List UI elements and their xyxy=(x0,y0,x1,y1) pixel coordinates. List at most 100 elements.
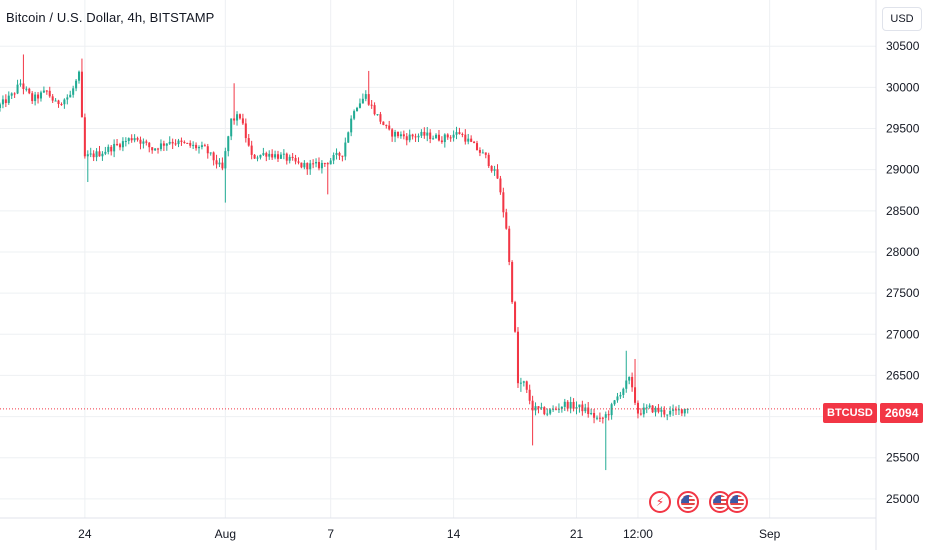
candle-body xyxy=(519,382,522,384)
candle-body xyxy=(121,141,124,148)
candle-body xyxy=(192,144,195,146)
event-lightning-icon[interactable]: ⚡ xyxy=(649,491,671,513)
candle-body xyxy=(171,141,174,144)
candle-body xyxy=(162,143,165,146)
candle-body xyxy=(265,153,268,157)
price-tick-label: 25500 xyxy=(886,451,920,465)
candle-body xyxy=(54,100,57,102)
candle-body xyxy=(639,413,642,415)
candle-body xyxy=(446,134,449,138)
candle-body xyxy=(195,144,198,149)
candle-body xyxy=(490,165,493,171)
candle-body xyxy=(385,124,388,126)
time-tick-label: Sep xyxy=(759,527,781,541)
candle-body xyxy=(402,134,405,137)
candle-body xyxy=(669,410,672,415)
candle-body xyxy=(197,147,201,149)
candle-body xyxy=(130,138,133,141)
candle-body xyxy=(206,146,209,154)
candle-body xyxy=(514,302,517,332)
candle-body xyxy=(575,407,578,409)
candle-body xyxy=(315,161,318,164)
candle-body xyxy=(66,97,69,100)
candle-body xyxy=(636,402,639,414)
candle-body xyxy=(259,154,262,158)
price-tick-label: 28500 xyxy=(886,204,920,218)
currency-button[interactable]: USD xyxy=(882,7,922,31)
candle-body xyxy=(663,409,666,415)
candle-body xyxy=(631,376,634,388)
candle-body xyxy=(405,136,408,141)
candle-body xyxy=(37,94,40,99)
candle-body xyxy=(291,156,294,158)
candle-body xyxy=(215,160,218,165)
candle-body xyxy=(534,406,537,411)
candle-body xyxy=(467,138,470,142)
candle-body xyxy=(645,407,648,409)
candle-body xyxy=(285,153,288,161)
candle-body xyxy=(622,388,625,395)
candle-body xyxy=(13,93,16,95)
candle-body xyxy=(499,178,502,193)
candle-body xyxy=(317,161,321,169)
candle-body xyxy=(326,163,329,165)
price-tick-label: 28000 xyxy=(886,245,920,259)
candle-body xyxy=(69,94,72,98)
candle-body xyxy=(660,409,663,412)
candle-body xyxy=(549,409,552,414)
candle-body xyxy=(75,80,78,89)
candle-body xyxy=(648,405,651,408)
time-tick-label: Aug xyxy=(215,527,236,541)
candle-body xyxy=(168,141,171,144)
symbol-price-label: BTCUSD xyxy=(823,403,877,423)
candle-body xyxy=(294,157,297,162)
candle-body xyxy=(543,407,546,415)
candle-body xyxy=(72,88,75,95)
candle-body xyxy=(426,132,429,136)
candle-body xyxy=(610,404,613,416)
candle-body xyxy=(382,121,385,125)
time-tick-label: 21 xyxy=(570,527,584,541)
candle-body xyxy=(51,96,54,101)
candle-body xyxy=(250,145,253,155)
candle-body xyxy=(552,408,555,410)
event-us-flag-icon[interactable] xyxy=(709,491,731,513)
candle-body xyxy=(312,163,315,165)
candle-body xyxy=(256,157,259,159)
price-tick-label: 29500 xyxy=(886,122,920,136)
candle-body xyxy=(127,138,130,141)
candle-body xyxy=(133,138,136,141)
event-us-flag-icon[interactable] xyxy=(677,491,699,513)
candle-body xyxy=(364,94,367,99)
candle-body xyxy=(309,163,312,170)
candle-body xyxy=(189,142,192,146)
candle-body xyxy=(116,143,119,145)
candle-body xyxy=(230,118,233,137)
candle-body xyxy=(154,148,157,151)
chart-grid xyxy=(0,0,876,518)
candle-body xyxy=(288,156,291,161)
price-tick-label: 26500 xyxy=(886,368,920,382)
candle-body xyxy=(590,412,593,415)
candle-body xyxy=(593,412,596,418)
candle-body xyxy=(432,138,435,140)
candle-body xyxy=(674,409,678,411)
price-axis[interactable]: 30500 30000 29500 29000 28500 28000 27500 27000… xyxy=(875,0,920,550)
candle-body xyxy=(578,404,581,408)
candle-body xyxy=(180,140,183,142)
candle-body xyxy=(174,143,177,145)
candle-body xyxy=(440,140,443,143)
event-us-flag-icon[interactable] xyxy=(726,491,748,513)
candle-body xyxy=(16,84,19,94)
candle-body xyxy=(25,88,28,90)
time-tick-label: 7 xyxy=(327,527,334,541)
candle-body xyxy=(528,389,531,401)
candle-body xyxy=(554,408,558,410)
candle-body xyxy=(604,414,607,418)
candle-body xyxy=(276,154,280,159)
candle-body xyxy=(493,169,496,171)
candle-body xyxy=(584,407,587,412)
time-tick-label: 14 xyxy=(447,527,461,541)
time-axis[interactable]: 24 Aug 7 14 21 12:00 Sep xyxy=(0,517,876,541)
